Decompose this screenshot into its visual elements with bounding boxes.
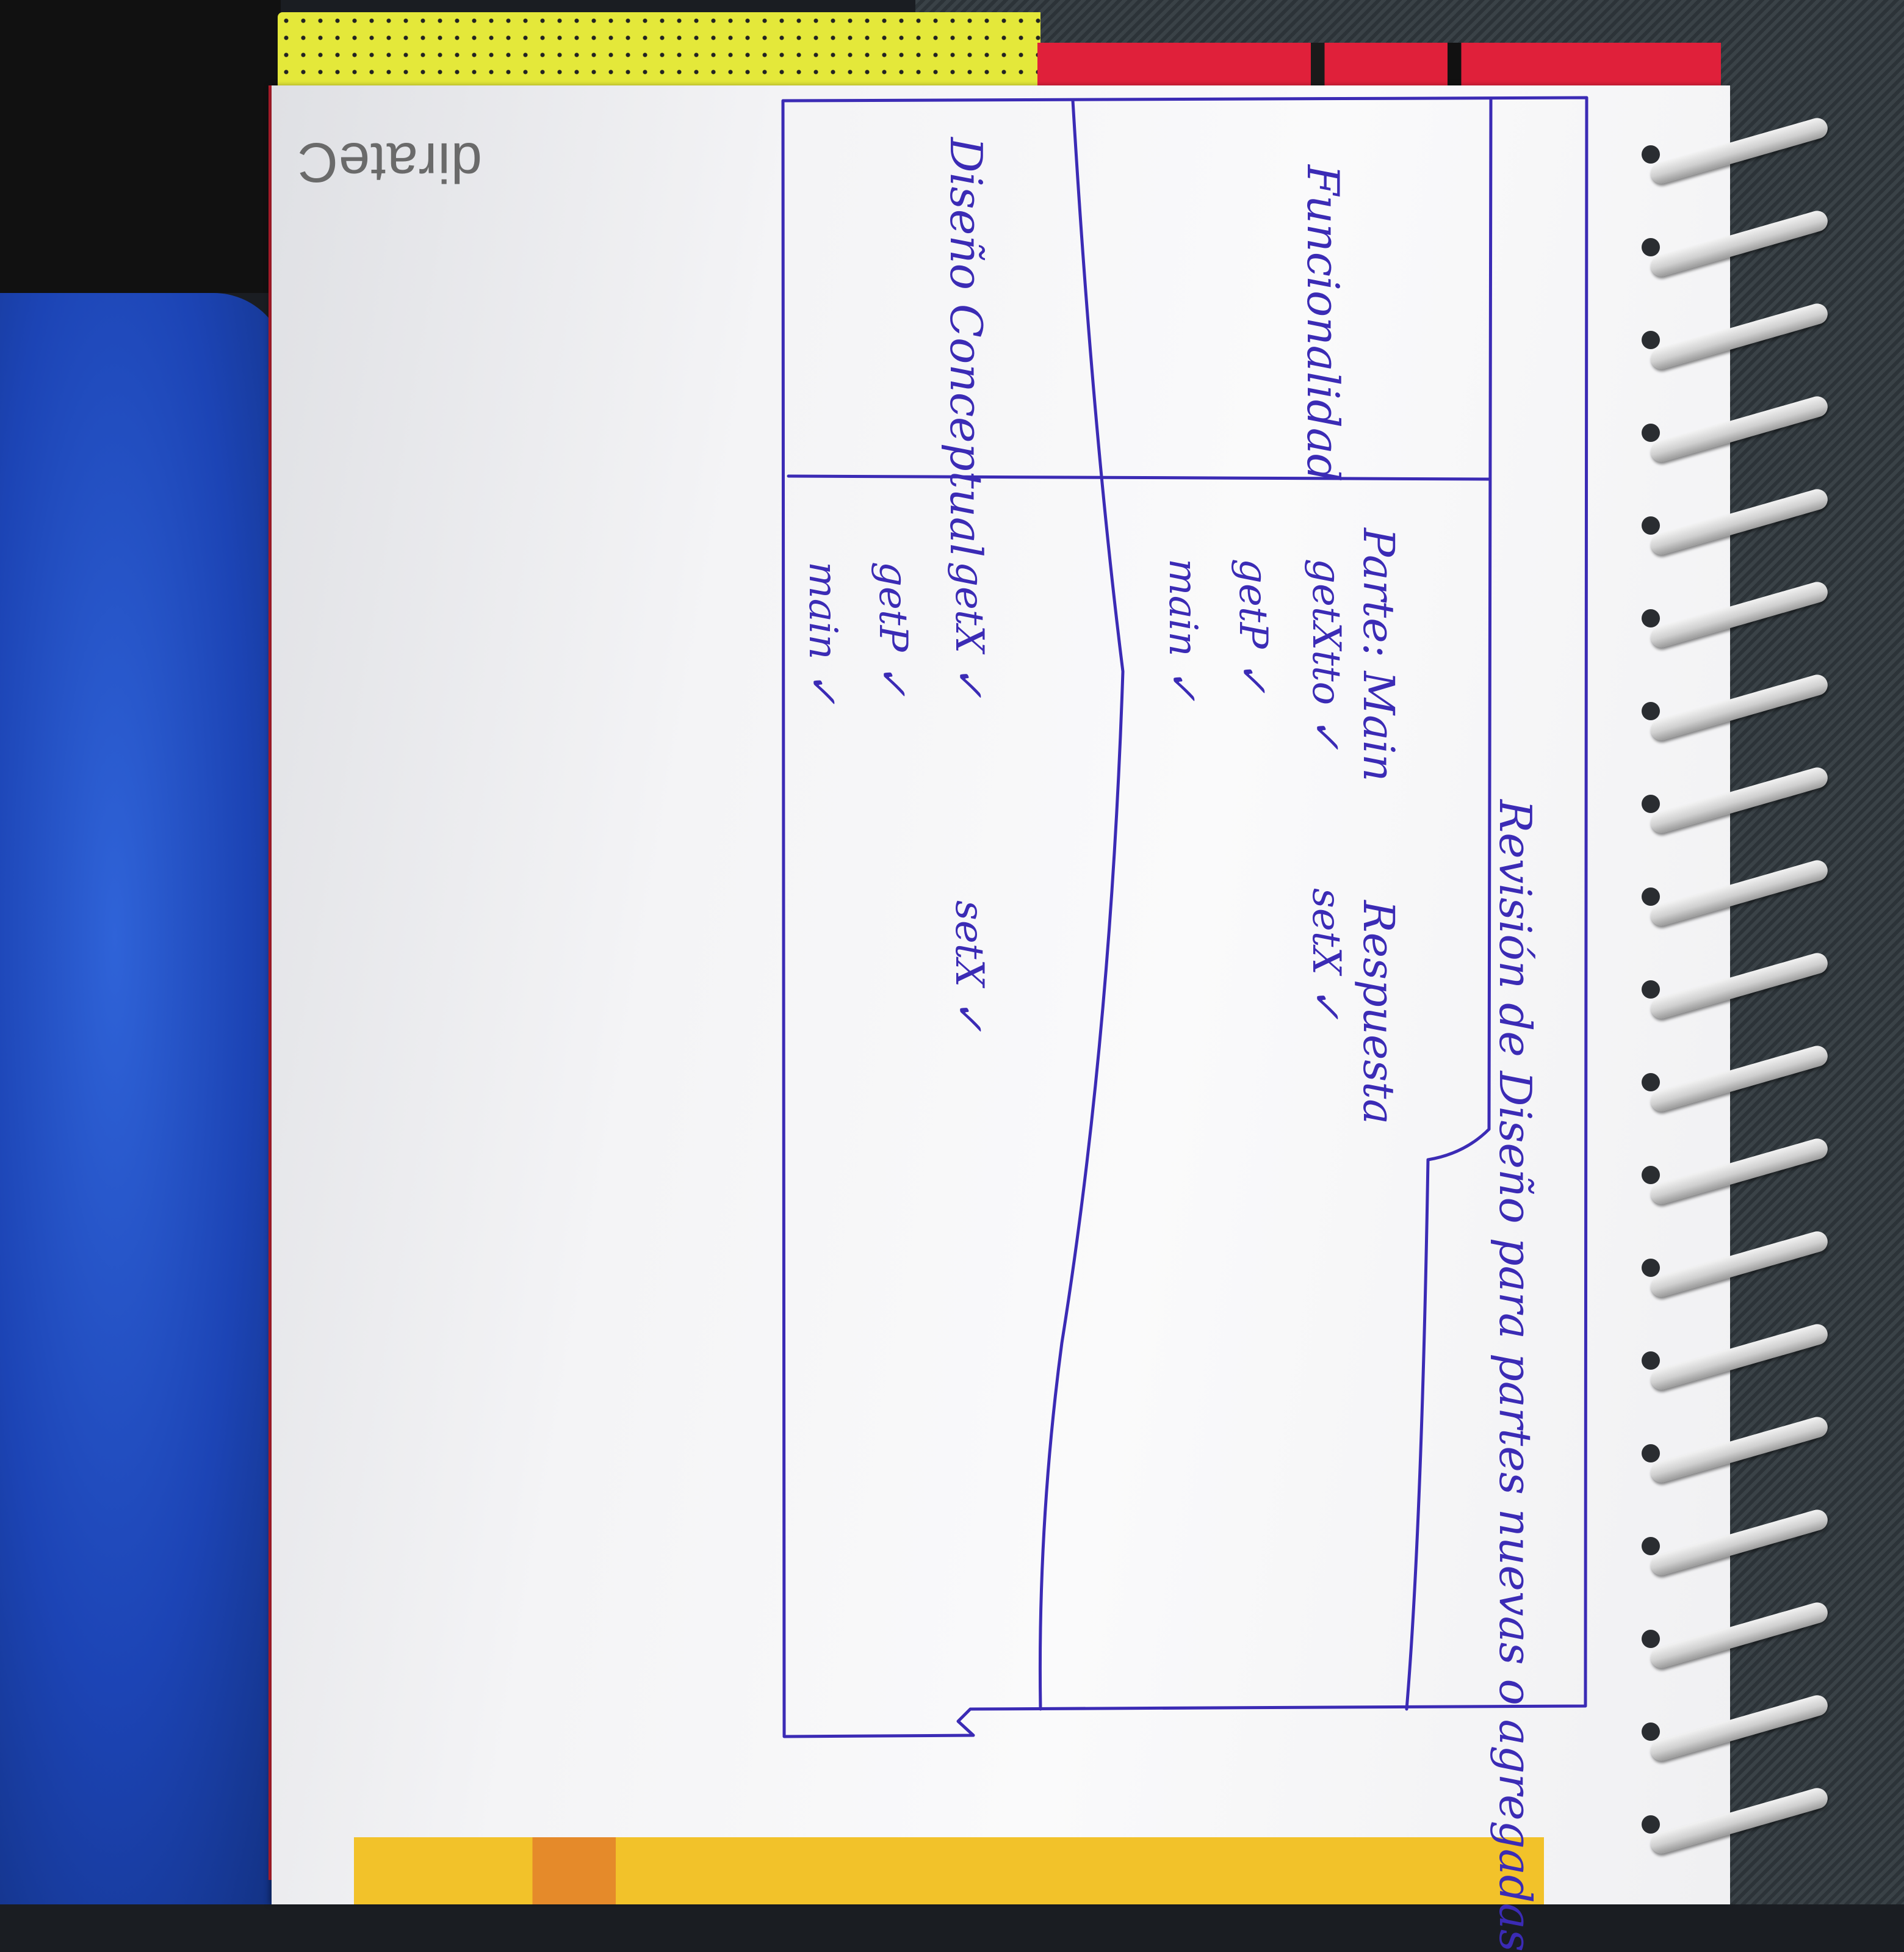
notebook-cover-red xyxy=(1037,43,1721,92)
row1-part-item-3: main ✓ xyxy=(1160,558,1205,702)
spiral-hole xyxy=(1642,1815,1660,1834)
dark-background xyxy=(0,0,281,293)
title-row-line xyxy=(1405,98,1493,1711)
row2-response-item-1: setX ✓ xyxy=(947,900,992,1032)
spiral-hole xyxy=(1642,516,1660,535)
row1-response-item-1: setX ✓ xyxy=(1304,888,1349,1020)
spiral-hole xyxy=(1642,1630,1660,1648)
label-column-line xyxy=(787,474,1491,481)
spiral-hole xyxy=(1642,1537,1660,1555)
notebook-page xyxy=(272,85,1730,1904)
spiral-hole xyxy=(1642,424,1660,442)
row1-part-item-2: getP ✓ xyxy=(1230,558,1275,694)
table-outer-frame xyxy=(781,96,1590,1738)
row-label-diseno-conceptual: Diseño Conceptual xyxy=(940,137,992,558)
spiral-hole xyxy=(1642,702,1660,720)
header-part: Parte: Main xyxy=(1354,528,1404,782)
header-response: Respuesta xyxy=(1354,900,1404,1125)
notebook-cover-yellow xyxy=(278,12,1040,92)
spiral-hole xyxy=(1642,887,1660,906)
spiral-hole xyxy=(1642,795,1660,813)
next-page-photo-strip xyxy=(354,1837,1544,1904)
spiral-hole xyxy=(1642,1073,1660,1091)
spiral-hole xyxy=(1642,980,1660,999)
row-label-funcionalidad: Funcionalidad xyxy=(1297,165,1349,482)
spiral-hole xyxy=(1642,145,1660,164)
blue-cloth xyxy=(0,293,287,1904)
spiral-hole xyxy=(1642,1351,1660,1370)
spiral-hole xyxy=(1642,1444,1660,1462)
spiral-hole xyxy=(1642,1259,1660,1277)
spiral-hole xyxy=(1642,1166,1660,1184)
table-grid-lines xyxy=(781,96,1590,1738)
row2-part-item-2: getP ✓ xyxy=(870,562,915,697)
row2-part-item-3: main ✓ xyxy=(800,562,845,705)
row1-part-item-1: getXtto ✓ xyxy=(1304,558,1349,751)
spiral-hole xyxy=(1642,331,1660,349)
spiral-hole xyxy=(1642,609,1660,627)
row-separator-line xyxy=(1038,99,1125,1711)
spiral-hole xyxy=(1642,238,1660,256)
spiral-hole xyxy=(1642,1722,1660,1741)
row2-part-item-1: getX ✓ xyxy=(947,562,992,699)
table-title: Revisión de Diseño para partes nuevas o … xyxy=(1490,800,1541,1952)
